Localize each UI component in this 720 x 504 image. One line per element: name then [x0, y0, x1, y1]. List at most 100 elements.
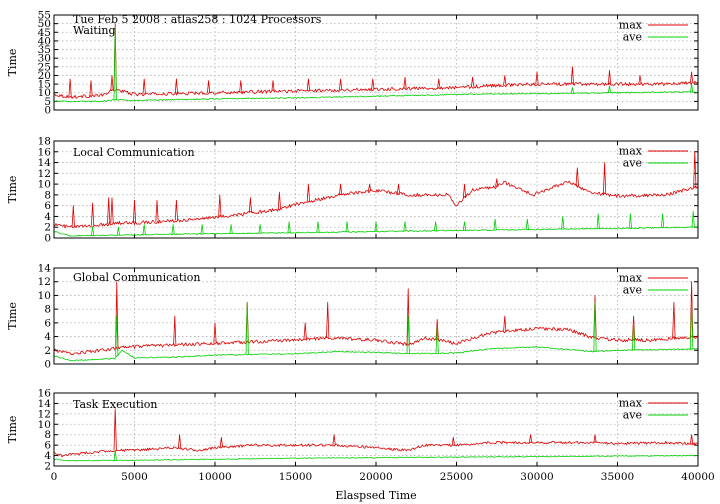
series-ave-line — [54, 346, 698, 362]
series-max-spike — [207, 80, 211, 93]
y-tick-label: 10 — [38, 179, 51, 191]
series-max-spike — [570, 66, 574, 85]
series-ave-spike — [91, 226, 95, 236]
panel-frame — [53, 392, 699, 467]
y-axis-label: Time — [6, 302, 19, 330]
series-max-spike — [368, 183, 372, 192]
series-ave-spike — [287, 221, 291, 233]
legend-label-max: max — [619, 19, 643, 32]
series-max-spike — [306, 78, 310, 91]
series-max-line — [54, 326, 698, 356]
y-tick-label: 55 — [38, 10, 51, 22]
series-max-spike — [107, 197, 111, 224]
y-tick-label: 6 — [44, 317, 51, 329]
y-tick-label: 16 — [38, 388, 52, 400]
series-ave-spike — [434, 221, 438, 231]
legend-label-max: max — [619, 145, 643, 158]
series-max-spike — [451, 436, 455, 446]
y-tick-label: 10 — [38, 419, 51, 431]
series-ave-spike — [493, 218, 497, 230]
y-tick-label: 12 — [38, 168, 51, 180]
series-max-spike — [603, 162, 607, 195]
y-tick-label: 2 — [44, 461, 51, 473]
chart-header: Tue Feb 5 2008 : atlas258 : 1024 Process… — [73, 13, 322, 26]
x-tick-label: 40000 — [681, 471, 714, 483]
series-max-spike — [690, 71, 694, 83]
plot-area — [54, 408, 698, 462]
series-max-spike — [371, 78, 375, 90]
series-ave-spike — [229, 224, 233, 234]
series-ave-spike — [570, 87, 574, 94]
y-tick-label: 2 — [44, 345, 51, 357]
y-tick-label: 0 — [44, 105, 51, 117]
series-max-spike — [239, 80, 243, 93]
x-tick-label: 20000 — [359, 471, 392, 483]
y-axis-label: Time — [6, 416, 19, 444]
legend-label-ave: ave — [623, 31, 642, 44]
series-max-spike — [593, 434, 597, 443]
series-ave-spike — [245, 301, 249, 355]
legend-label-max: max — [619, 397, 643, 410]
y-tick-label: 20 — [38, 70, 51, 82]
x-tick-label: 0 — [51, 471, 58, 483]
panel-title: Global Communication — [73, 271, 201, 284]
legend-label-ave: ave — [623, 284, 642, 297]
y-tick-label: 30 — [38, 53, 51, 65]
series-max-spike — [462, 183, 467, 198]
series-ave-line — [54, 454, 698, 462]
series-ave-spike — [593, 301, 597, 352]
series-ave-spike — [345, 221, 349, 232]
y-tick-label: 50 — [38, 18, 51, 30]
series-max-spike — [339, 183, 343, 195]
series-max-spike — [403, 76, 407, 89]
panel-title: Task Execution — [73, 398, 157, 411]
series-max-spike — [503, 75, 507, 86]
y-tick-label: 4 — [44, 211, 51, 223]
series-max-spike — [326, 301, 330, 338]
x-tick-label: 10000 — [198, 471, 231, 483]
x-tick-label: 35000 — [601, 471, 634, 483]
y-tick-label: 16 — [38, 146, 52, 158]
series-ave-spike — [691, 210, 695, 228]
series-ave-line — [54, 91, 698, 103]
series-ave-spike — [632, 322, 636, 351]
series-ave-spike — [316, 221, 320, 233]
plot-area — [54, 281, 698, 362]
series-ave-spike — [525, 218, 529, 230]
y-tick-label: 6 — [44, 440, 51, 452]
series-max-spike — [174, 199, 178, 221]
panel-frame — [53, 140, 699, 239]
series-max-line — [54, 440, 698, 458]
x-tick-label: 15000 — [279, 471, 312, 483]
series-max-spike — [396, 183, 401, 194]
series-max-spike — [71, 205, 75, 228]
y-tick-label: 12 — [38, 276, 51, 288]
y-tick-label: 15 — [38, 79, 51, 91]
series-ave-spike — [690, 301, 694, 350]
y-tick-label: 14 — [38, 263, 52, 275]
x-tick-label: 25000 — [440, 471, 473, 483]
series-ave-spike — [200, 224, 204, 234]
y-tick-label: 5 — [44, 96, 51, 108]
y-axis-label: Time — [6, 176, 19, 204]
series-ave-spike — [113, 26, 117, 100]
series-max-spike — [248, 197, 252, 213]
series-max-spike — [535, 71, 539, 85]
series-max-line — [54, 180, 698, 229]
series-max-spike — [339, 78, 343, 91]
series-max-spike — [277, 191, 281, 210]
series-max-spike — [332, 434, 336, 446]
series-ave-spike — [661, 213, 665, 228]
series-max-spike — [68, 78, 72, 98]
y-tick-label: 8 — [44, 304, 51, 316]
y-tick-label: 4 — [44, 450, 51, 462]
y-tick-label: 35 — [38, 44, 51, 56]
panel-frame — [53, 267, 699, 365]
series-max-spike — [303, 322, 307, 340]
series-max-spike — [471, 76, 475, 87]
series-max-spike — [219, 436, 223, 448]
series-max-spike — [178, 434, 182, 449]
